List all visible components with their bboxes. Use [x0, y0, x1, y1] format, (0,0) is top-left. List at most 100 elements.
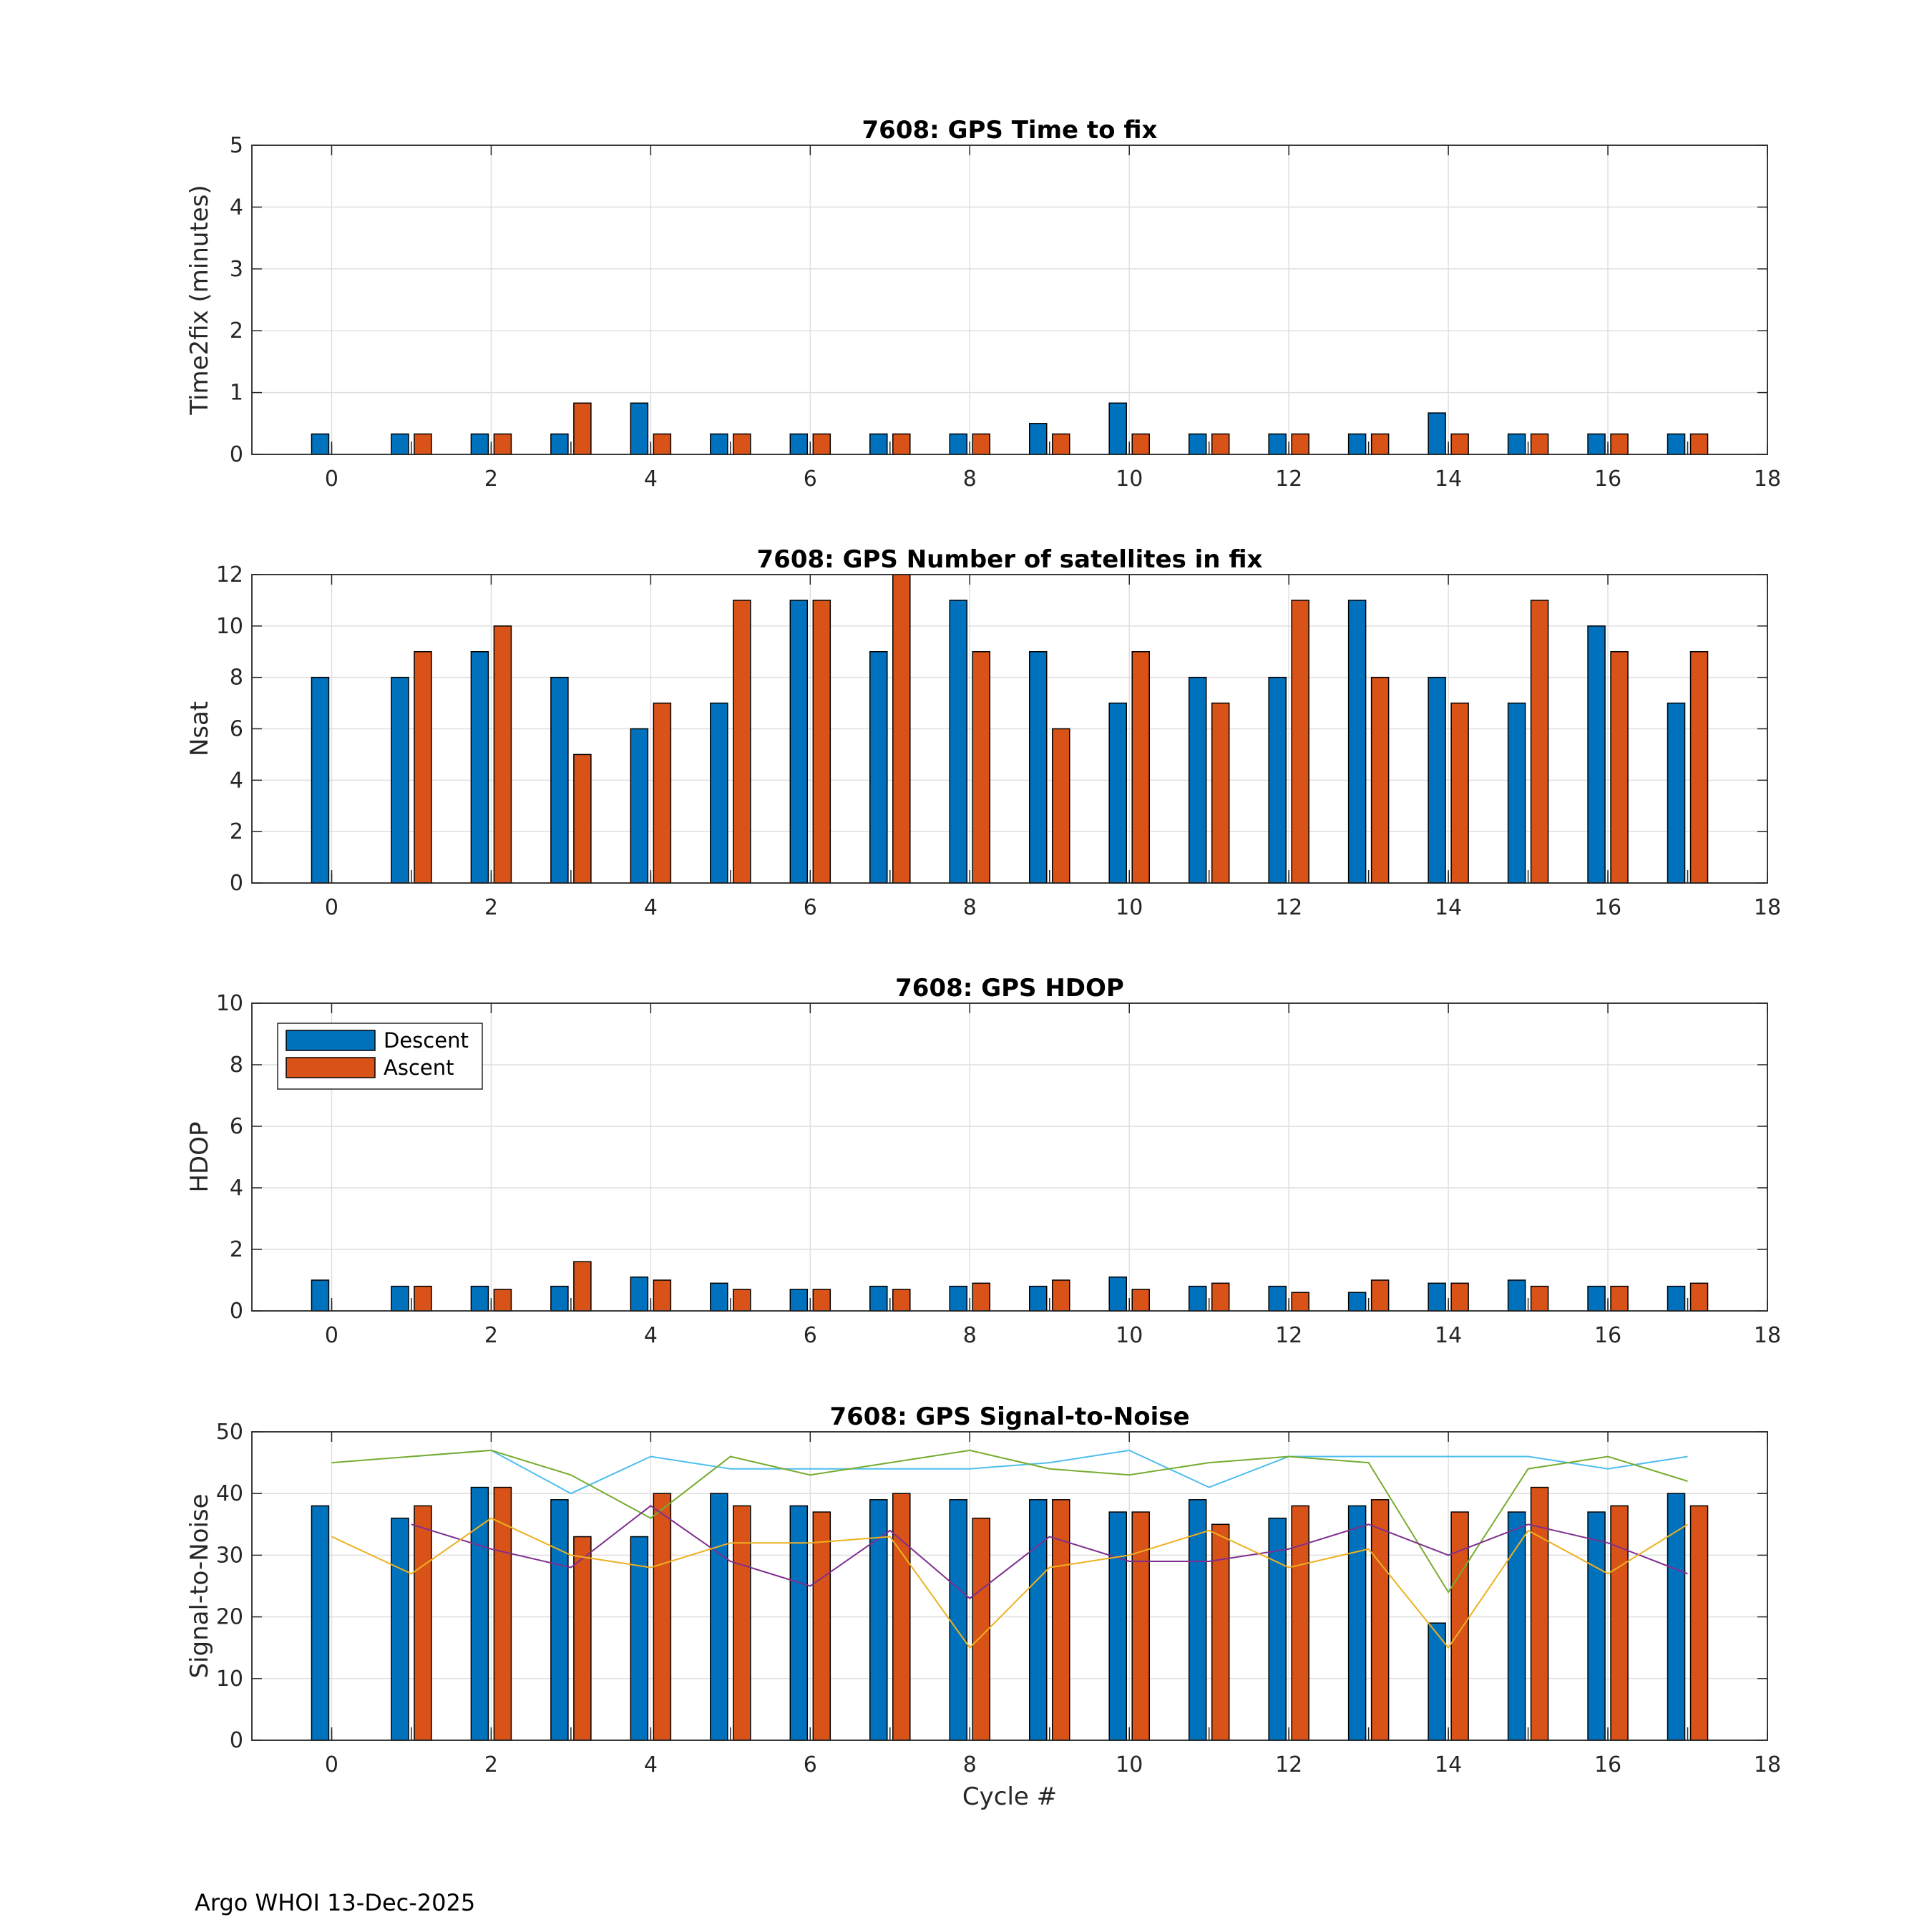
x-tick-label: 0 [325, 1752, 338, 1777]
descent-bar [1587, 1511, 1606, 1741]
ascent-bar [1450, 1511, 1469, 1741]
x-tick-label: 0 [325, 895, 338, 920]
ascent-bar [892, 1289, 911, 1312]
y-tick-label: 0 [230, 871, 243, 896]
descent-bar [1667, 433, 1686, 455]
plot-area [252, 145, 1767, 454]
ascent-bar [812, 433, 831, 455]
ascent-bar [414, 1505, 432, 1741]
x-tick-label: 4 [644, 1323, 658, 1348]
ascent-bar [733, 1505, 751, 1741]
descent-bar [1347, 600, 1367, 884]
descent-bar [789, 1289, 809, 1312]
descent-bar [1507, 1511, 1526, 1741]
descent-bar [1268, 676, 1287, 884]
ascent-bar [653, 433, 672, 455]
x-tick-label: 6 [804, 895, 817, 920]
ascent-bar [493, 625, 512, 884]
descent-bar [949, 1499, 968, 1741]
x-tick-label: 16 [1594, 1323, 1621, 1348]
x-tick-label: 14 [1435, 467, 1462, 492]
panel-title: 7608: GPS HDOP [895, 974, 1124, 1002]
x-tick-label: 0 [325, 467, 338, 492]
descent-bar [1268, 1517, 1287, 1741]
y-axis-label: HDOP [185, 1121, 214, 1192]
descent-bar [311, 433, 330, 455]
ascent-bar [1051, 1499, 1070, 1741]
descent-bar [1428, 1282, 1446, 1312]
descent-bar [949, 600, 968, 884]
x-axis-label: Cycle # [962, 1782, 1057, 1811]
descent-bar [1347, 1292, 1367, 1312]
descent-bar [630, 1536, 649, 1741]
descent-bar [1188, 676, 1207, 884]
x-tick-label: 10 [1116, 467, 1143, 492]
ascent-bar [1291, 1292, 1309, 1312]
ascent-bar [733, 433, 751, 455]
descent-bar [1028, 423, 1048, 455]
y-axis-label: Signal-to-Noise [185, 1493, 214, 1678]
x-tick-label: 18 [1754, 1752, 1781, 1777]
descent-bar [1667, 1285, 1686, 1312]
y-tick-label: 4 [230, 195, 243, 220]
x-tick-label: 4 [644, 467, 658, 492]
ascent-bar [812, 1289, 831, 1312]
ascent-bar [1211, 1282, 1230, 1312]
legend-swatch-ascent [286, 1057, 376, 1078]
descent-bar [1268, 433, 1287, 455]
y-axis-label: Time2fix (minutes) [185, 185, 214, 415]
y-tick-label: 8 [230, 1053, 243, 1078]
descent-bar [710, 433, 728, 455]
ascent-bar [1051, 728, 1070, 884]
plot-area [252, 1003, 1767, 1311]
descent-bar [1507, 1279, 1526, 1312]
ascent-bar [1370, 1279, 1390, 1312]
ascent-bar [1370, 676, 1390, 884]
ascent-bar [1610, 433, 1629, 455]
ascent-bar [972, 651, 991, 884]
y-tick-label: 40 [216, 1481, 243, 1506]
ascent-bar [1530, 433, 1549, 455]
footer-label: Argo WHOI 13-Dec-2025 [195, 1889, 476, 1916]
descent-bar [1587, 625, 1606, 884]
descent-bar [789, 1505, 809, 1741]
ascent-bar [1610, 1285, 1629, 1312]
y-tick-label: 4 [230, 1176, 243, 1201]
panel-4: 0 2 4 6 8 10 12 14 16 18 0 10 20 30 40 50 7608: GPS Sign… [185, 1402, 1781, 1811]
descent-bar [311, 676, 330, 884]
y-axis-label: Nsat [185, 701, 214, 756]
x-tick-label: 14 [1435, 1752, 1462, 1777]
ascent-bar [1450, 433, 1469, 455]
descent-bar [311, 1505, 330, 1741]
x-tick-label: 6 [804, 1323, 817, 1348]
ascent-bar [733, 1289, 751, 1312]
descent-bar [391, 1517, 409, 1741]
descent-bar [1428, 412, 1446, 455]
descent-bar [470, 1486, 489, 1741]
x-tick-label: 12 [1275, 467, 1302, 492]
ascent-bar [812, 1511, 831, 1741]
ascent-bar [1291, 1505, 1309, 1741]
descent-bar [1108, 1511, 1127, 1741]
ascent-bar [1370, 1499, 1390, 1741]
snr-line-1 [411, 1449, 1688, 1495]
descent-bar [1428, 676, 1446, 884]
ascent-bar [414, 433, 432, 455]
ascent-bar [892, 433, 911, 455]
descent-bar [1108, 402, 1127, 455]
ascent-bar [1131, 651, 1150, 884]
ascent-bar [1689, 1282, 1709, 1312]
ascent-bar [1131, 1511, 1150, 1741]
y-tick-label: 0 [230, 1299, 243, 1324]
x-tick-label: 8 [963, 895, 977, 920]
y-tick-label: 30 [216, 1543, 243, 1568]
x-tick-label: 12 [1275, 1752, 1302, 1777]
ascent-bar [892, 1493, 911, 1741]
descent-bar [1347, 433, 1367, 455]
descent-bar [1028, 1499, 1048, 1741]
y-tick-label: 2 [230, 819, 243, 844]
x-tick-label: 16 [1594, 1752, 1621, 1777]
ascent-bar [1131, 433, 1150, 455]
axes-box [251, 145, 1768, 455]
